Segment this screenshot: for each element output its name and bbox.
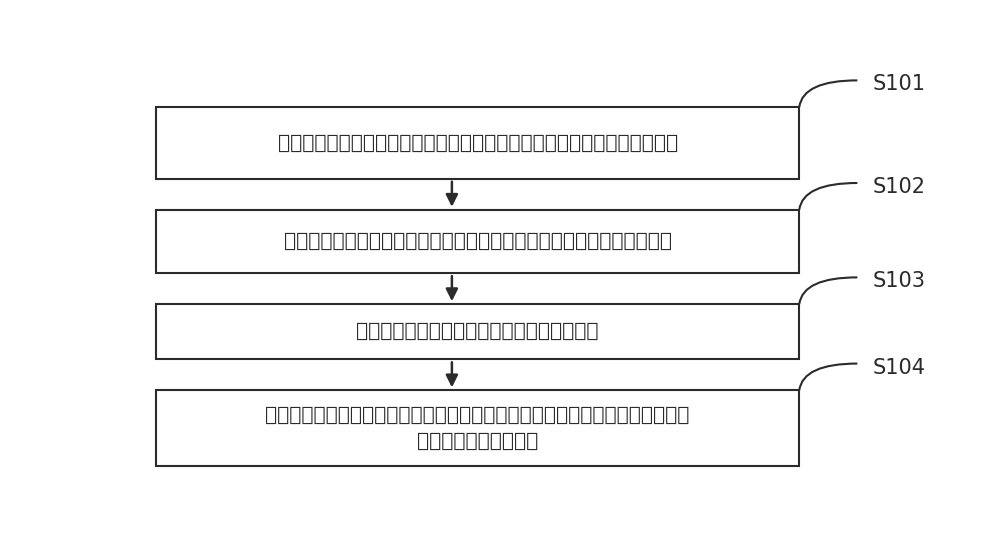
Text: 根据所述热成像目标的灰度值、所述挡片的第二灰度值及两点校正参数进行两点
校正，获得校正灰度值: 根据所述热成像目标的灰度值、所述挡片的第二灰度值及两点校正参数进行两点 校正，获… [265, 406, 690, 451]
Text: 对所述挡片的第一灰度值进行非均匀性校正，获得所述挡片的第二灰度值: 对所述挡片的第一灰度值进行非均匀性校正，获得所述挡片的第二灰度值 [284, 232, 672, 251]
Text: S103: S103 [873, 271, 926, 292]
Text: S101: S101 [873, 75, 926, 94]
Text: S102: S102 [873, 177, 926, 197]
Bar [156, 390, 799, 466]
Text: S104: S104 [873, 358, 926, 378]
Bar [156, 209, 799, 273]
Text: 在环境温度发生变化时，控制挡片覆盖探测器并获取所述挡片的第一灰度值: 在环境温度发生变化时，控制挡片覆盖探测器并获取所述挡片的第一灰度值 [278, 133, 678, 152]
Bar [156, 304, 799, 359]
Text: 控制所述挡片复位，获取热成像目标的灰度值: 控制所述挡片复位，获取热成像目标的灰度值 [356, 322, 599, 341]
Bar [156, 107, 799, 179]
